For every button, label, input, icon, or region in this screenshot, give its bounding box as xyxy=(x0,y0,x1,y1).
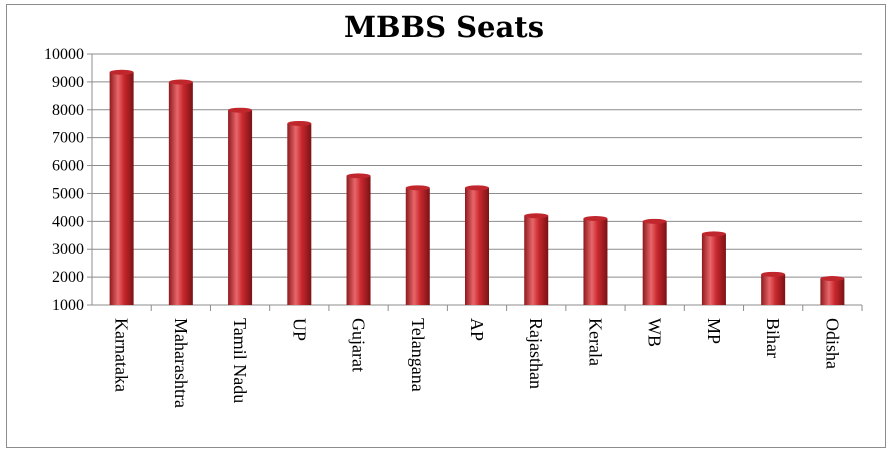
bar-cap xyxy=(642,218,667,224)
x-tick-label: Bihar xyxy=(763,318,783,358)
x-tick-label: Telangana xyxy=(408,318,428,392)
y-axis-ticks: 10000 9000 8000 7000 6000 5000 4000 3000 2000 100… xyxy=(44,46,84,314)
x-tick-label: Gujarat xyxy=(349,318,369,372)
bar-cap xyxy=(465,185,489,191)
y-tick-label: 8000 xyxy=(52,102,84,119)
x-tick-label: Odisha xyxy=(822,318,842,369)
bar-mp xyxy=(701,233,726,305)
bar-cap xyxy=(228,107,253,113)
x-tick-label: MP xyxy=(704,318,724,344)
x-tick-label: Tamil Nadu xyxy=(230,318,250,403)
bar-karnataka xyxy=(109,72,134,306)
bar-cap xyxy=(287,120,312,126)
y-tick-label: 9000 xyxy=(52,74,84,91)
y-tick-label: 5000 xyxy=(52,185,84,202)
bar-cap xyxy=(109,69,134,75)
bar-odisha xyxy=(820,278,845,305)
bar-kerala xyxy=(583,218,608,305)
bar-cap xyxy=(524,213,549,219)
x-tick-label: Karnataka xyxy=(112,318,132,392)
x-tick-label: AP xyxy=(467,318,487,341)
x-tick-label: Maharashtra xyxy=(171,318,191,408)
y-tick-label: 7000 xyxy=(52,130,84,147)
bar-cap xyxy=(346,173,371,179)
bar-cap xyxy=(583,216,608,222)
bar-rajasthan xyxy=(524,215,549,305)
bar-cap xyxy=(701,231,726,237)
x-tick-label: Rajasthan xyxy=(526,318,546,389)
chart-title: MBBS Seats xyxy=(344,10,544,44)
bar-tamil-nadu xyxy=(228,110,253,306)
y-tick-label: 10000 xyxy=(44,46,84,63)
y-tick-label: 2000 xyxy=(52,269,84,286)
chart-frame xyxy=(6,4,886,448)
bar-bihar xyxy=(761,274,786,305)
x-tick-label: WB xyxy=(645,318,665,347)
bar-gujarat xyxy=(346,175,371,305)
bar-telangana xyxy=(405,187,430,305)
bar-ap xyxy=(465,187,489,305)
x-axis-ticks: Karnataka Maharashtra Tamil Nadu UP Gujarat T… xyxy=(112,318,843,408)
x-tick-label: UP xyxy=(289,318,309,341)
bars xyxy=(109,69,845,306)
y-tick-label: 4000 xyxy=(52,213,84,230)
bar-up xyxy=(287,123,312,306)
x-tick-label: Kerala xyxy=(585,318,605,366)
bar-cap xyxy=(168,79,193,85)
y-tick-label: 6000 xyxy=(52,158,84,175)
bar-wb xyxy=(642,221,667,305)
bar-maharashtra xyxy=(168,82,193,305)
y-tick-label: 3000 xyxy=(52,241,84,258)
y-tick-label: 1000 xyxy=(52,297,84,314)
bar-cap xyxy=(405,185,430,191)
bar-cap xyxy=(761,271,786,277)
bar-cap xyxy=(820,276,845,282)
